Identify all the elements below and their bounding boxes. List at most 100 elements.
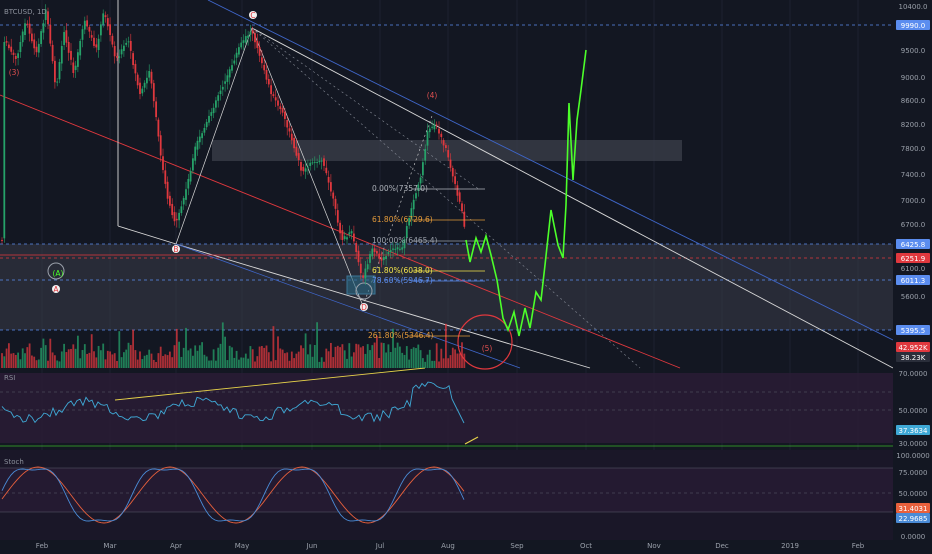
volume-bar [274,360,277,368]
candle-body [35,46,38,53]
volume-bar [332,357,335,368]
volume-bar [173,345,176,368]
volume-bar [111,354,114,368]
candle-body [201,133,203,139]
volume-bar [129,345,132,368]
volume-bar [279,348,282,368]
candle-body [150,71,153,84]
candle-body [21,31,24,43]
volume-bar [454,349,456,368]
candle-body [311,162,314,164]
candle-body [187,178,190,189]
candle-body [463,211,466,227]
rsi-panel-bg [0,373,893,443]
volume-bar [155,361,157,368]
volume-bar [146,354,148,368]
volume-bar [307,354,309,368]
wave-label: A [53,285,59,294]
volume-bar [178,341,180,368]
candle-body [169,195,171,206]
trend-line [175,243,591,369]
candle-body [325,167,328,174]
candle-body [175,218,178,221]
trend-line [175,27,253,245]
candle-body [343,236,346,240]
volume-bar [196,350,199,368]
volume-bar [311,356,314,368]
volume-bar [192,355,194,368]
volume-bar [461,342,463,368]
candle-body [369,254,371,263]
wave-d-circle [355,282,373,300]
candle-body [359,263,362,274]
candle-body [90,35,93,38]
trend-line [362,115,433,307]
candle-body [364,268,367,279]
candle-body [10,46,13,52]
volume-bar [8,343,10,368]
volume-bar [47,360,49,368]
volume-bar [164,354,167,368]
volume-bar [343,350,346,368]
candle-body [219,90,222,95]
volume-bar [325,348,328,368]
volume-bar [244,353,247,368]
wave-marker [360,303,368,311]
candle-body [40,31,42,44]
volume-bar [19,359,22,368]
x-tick-label: Mar [103,542,116,550]
price-tag [896,253,930,263]
volume-bar [182,347,185,368]
candle-body [210,112,213,116]
fib-label: 78.60%(5946.7) [372,276,433,285]
volume-bar [194,345,197,368]
volume-bar [143,355,146,368]
volume-bar [389,352,392,368]
volume-bar [382,343,385,368]
candle-body [249,31,252,35]
candle-body [166,181,169,199]
candle-body [171,203,174,216]
volume-bar [272,326,275,368]
candle-body [399,248,401,250]
candle-body [54,60,56,83]
volume-bar [171,357,174,368]
candle-body [445,145,447,148]
candle-body [56,81,59,83]
volume-bar [438,361,440,368]
candle-body [148,71,151,78]
volume-bar [323,361,325,368]
volume-bar [116,360,118,368]
trend-line [117,225,177,245]
volume-bar [318,361,321,368]
candle-body [26,23,29,25]
volume-bar [410,348,413,368]
candle-body [318,160,321,163]
volume-bar [141,359,144,368]
candle-body [8,44,10,49]
rsi-tag [896,425,930,435]
candle-body [353,233,355,242]
volume-bar [104,359,107,368]
y-tick-label: 10400.0 [899,3,928,11]
volume-bar [72,344,75,368]
rsi-axis-label: 70.0000 [899,370,928,378]
volume-bar [93,351,95,368]
volume-bar [70,348,72,368]
volume-bar [40,347,42,368]
volume-bar [463,353,466,368]
candle-body [417,184,420,191]
candle-body [118,56,121,58]
wave-label: C [250,11,255,20]
candle-body [77,52,79,67]
candle-body [270,85,272,95]
wave-label: (5) [482,344,493,353]
candle-body [235,52,238,58]
candle-body [164,170,167,184]
candle-body [93,37,95,46]
candle-body [196,140,199,150]
volume-bar [113,353,116,368]
volume-bar [169,351,171,368]
